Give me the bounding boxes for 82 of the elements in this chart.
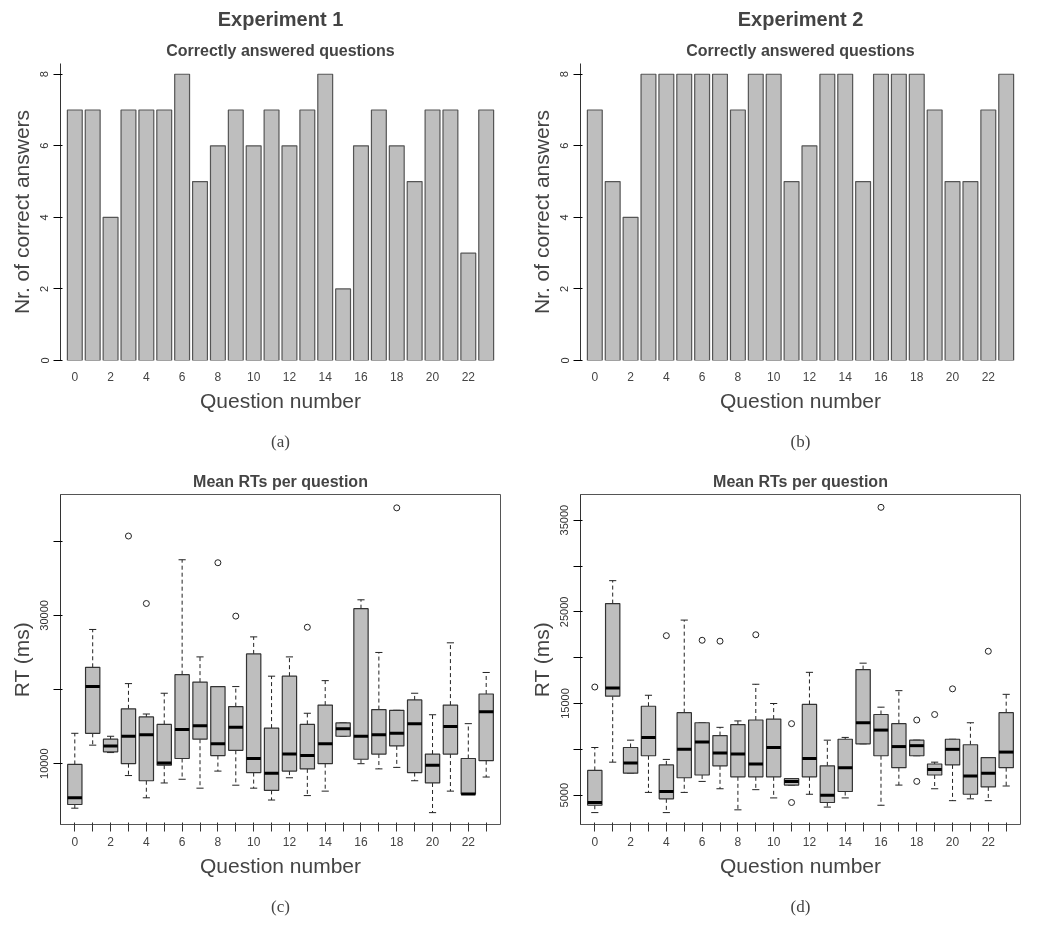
- x-tick-label: 8: [214, 834, 222, 849]
- y-tick-label: 4: [38, 214, 51, 221]
- y-axis-title: RT (ms): [9, 622, 33, 698]
- y-tick-label: 25000: [558, 596, 571, 628]
- y-axis-title: Nr. of correct answers: [529, 109, 553, 315]
- x-tick-label: 22: [461, 834, 476, 849]
- y-axis-title: Nr. of correct answers: [9, 109, 33, 315]
- x-tick-label: 14: [838, 834, 853, 849]
- x-tick-label: 10: [767, 369, 781, 384]
- x-tick-label: 6: [698, 834, 706, 849]
- x-tick-label: 12: [802, 369, 817, 384]
- x-tick-label: 6: [178, 369, 186, 384]
- y-tick-label: 8: [558, 71, 571, 78]
- y-tick-label: 6: [558, 142, 571, 149]
- x-tick-label: 2: [107, 369, 115, 384]
- x-tick-label: 12: [282, 834, 297, 849]
- x-tick-label: 10: [767, 834, 781, 849]
- x-tick-label: 8: [734, 369, 742, 384]
- x-tick-label: 14: [318, 834, 333, 849]
- x-tick-label: 16: [874, 834, 888, 849]
- x-tick-label: 12: [802, 834, 817, 849]
- y-tick-label: 2: [558, 285, 571, 292]
- x-tick-label: 16: [354, 834, 368, 849]
- x-tick-label: 6: [178, 834, 186, 849]
- x-tick-label: 4: [663, 369, 671, 384]
- x-tick-label: 22: [981, 834, 996, 849]
- x-tick-label: 18: [910, 834, 924, 849]
- x-tick-label: 22: [981, 369, 996, 384]
- x-tick-label: 4: [143, 834, 151, 849]
- x-tick-label: 20: [945, 369, 960, 384]
- text: (b): [790, 431, 811, 451]
- y-tick-label: 5000: [558, 782, 571, 808]
- y-tick-label: 10000: [38, 748, 51, 779]
- text: (a): [271, 431, 290, 451]
- x-tick-label: 14: [318, 369, 333, 384]
- x-axis-title: Question number: [719, 853, 882, 877]
- x-tick-label: 18: [910, 369, 924, 384]
- y-tick-label: 35000: [558, 504, 571, 536]
- chart-title: Experiment 2: [737, 7, 864, 30]
- x-tick-label: 0: [71, 369, 79, 384]
- x-tick-label: 20: [425, 834, 440, 849]
- x-tick-label: 18: [390, 369, 404, 384]
- chart-title: Experiment 1: [217, 7, 344, 30]
- x-tick-label: 8: [214, 369, 222, 384]
- y-tick-label: 8: [38, 71, 51, 78]
- chart-title: Mean RTs per question: [713, 472, 888, 490]
- y-tick-label: 15000: [558, 688, 571, 719]
- x-tick-label: 18: [390, 834, 404, 849]
- y-tick-label: 0: [38, 357, 51, 364]
- y-tick-label: 0: [558, 357, 571, 364]
- x-axis-title: Question number: [719, 388, 882, 412]
- x-axis-title: Question number: [199, 388, 362, 412]
- y-tick-label: 2: [38, 285, 51, 292]
- x-tick-label: 4: [663, 834, 671, 849]
- x-tick-label: 2: [107, 834, 115, 849]
- y-axis-title: RT (ms): [529, 622, 553, 698]
- x-tick-label: 20: [945, 834, 960, 849]
- x-tick-label: 10: [247, 834, 261, 849]
- chart-subtitle: Correctly answered questions: [686, 41, 915, 59]
- x-tick-label: 6: [698, 369, 706, 384]
- chart-subtitle: Correctly answered questions: [166, 41, 395, 59]
- y-tick-label: 4: [558, 214, 571, 221]
- x-axis-title: Question number: [199, 853, 362, 877]
- x-tick-label: 14: [838, 369, 853, 384]
- y-tick-label: 6: [38, 142, 51, 149]
- x-tick-label: 2: [627, 834, 635, 849]
- x-tick-label: 16: [874, 369, 888, 384]
- text: (d): [790, 896, 811, 916]
- text: (c): [271, 896, 290, 916]
- x-tick-label: 0: [591, 834, 599, 849]
- x-tick-label: 0: [591, 369, 599, 384]
- x-tick-label: 4: [143, 369, 151, 384]
- chart-title: Mean RTs per question: [193, 472, 368, 490]
- y-tick-label: 30000: [38, 600, 51, 631]
- x-tick-label: 8: [734, 834, 742, 849]
- x-tick-label: 10: [247, 369, 261, 384]
- x-tick-label: 20: [425, 369, 440, 384]
- x-tick-label: 16: [354, 369, 368, 384]
- x-tick-label: 0: [71, 834, 79, 849]
- x-tick-label: 22: [461, 369, 476, 384]
- x-tick-label: 12: [282, 369, 297, 384]
- x-tick-label: 2: [627, 369, 635, 384]
